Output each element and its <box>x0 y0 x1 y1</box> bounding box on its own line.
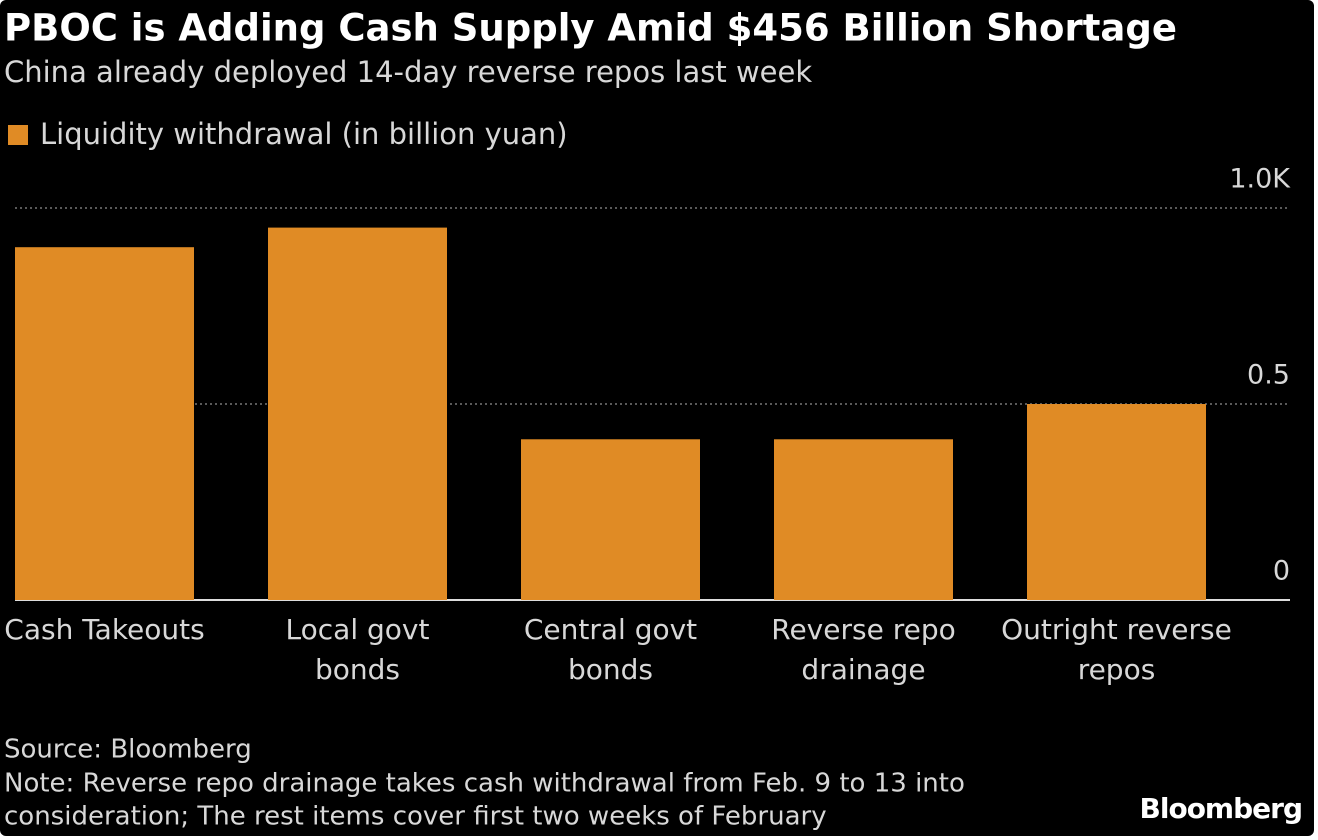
chart-subtitle: China already deployed 14-day reverse re… <box>4 55 812 89</box>
bar <box>1027 404 1206 600</box>
x-tick-label: bonds <box>568 653 653 686</box>
source: Source: Bloomberg <box>4 735 252 765</box>
y-tick-label: 1.0K <box>1229 164 1291 195</box>
brand-logo: Bloomberg <box>1140 792 1302 825</box>
chart-title: PBOC is Adding Cash Supply Amid $456 Bil… <box>4 7 1177 50</box>
note: consideration; The rest items cover firs… <box>4 802 827 832</box>
legend-label: Liquidity withdrawal (in billion yuan) <box>40 117 568 151</box>
note: Note: Reverse repo drainage takes cash w… <box>4 769 965 799</box>
x-tick-label: Central govt <box>524 613 697 646</box>
bar <box>774 439 953 600</box>
x-tick-label: Local govt <box>286 613 430 646</box>
x-tick-label: Outright reverse <box>1001 613 1232 646</box>
x-tick-label: bonds <box>315 653 400 686</box>
x-tick-label: drainage <box>801 653 925 686</box>
legend-swatch <box>8 125 28 145</box>
bar <box>521 439 700 600</box>
x-tick-label: Reverse repo <box>771 613 955 646</box>
x-tick-label: Cash Takeouts <box>4 613 204 646</box>
y-tick-label: 0.5 <box>1247 360 1290 391</box>
x-tick-label: repos <box>1078 653 1156 686</box>
bar <box>15 247 194 600</box>
bar <box>268 227 447 600</box>
y-tick-label: 0 <box>1273 556 1290 587</box>
